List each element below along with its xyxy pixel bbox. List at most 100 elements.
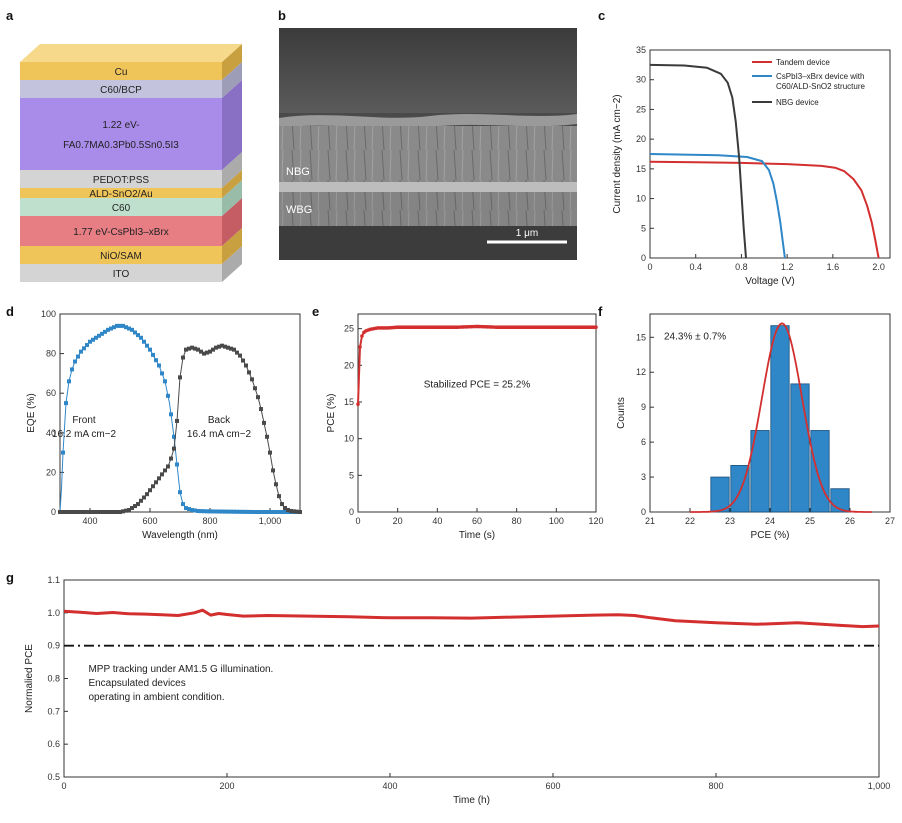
y-tick-label: 10 xyxy=(636,194,646,204)
y-tick-label: 30 xyxy=(636,75,646,85)
x-axis-label: Voltage (V) xyxy=(745,276,794,287)
y-tick-label: 1.0 xyxy=(47,608,60,618)
eqe-marker-back xyxy=(220,343,224,348)
y-tick-label: 0.9 xyxy=(47,641,60,651)
x-tick-label: 120 xyxy=(588,516,603,526)
histogram-bar xyxy=(710,476,730,513)
y-tick-label: 6 xyxy=(641,437,646,447)
eqe-marker-back xyxy=(283,506,287,511)
eqe-marker-front xyxy=(139,335,143,340)
y-tick-label: 25 xyxy=(636,104,646,114)
eqe-marker-front xyxy=(73,359,77,364)
x-tick-label: 25 xyxy=(805,516,815,526)
plot-frame xyxy=(59,313,301,513)
y-tick-label: 25 xyxy=(344,324,354,334)
eqe-marker-back xyxy=(121,509,125,514)
y-tick-label: 9 xyxy=(641,402,646,412)
eqe-marker-front xyxy=(277,510,281,514)
y-tick-label: 12 xyxy=(636,367,646,377)
y-axis-label: Counts xyxy=(616,397,627,429)
legend-label-wbg: CsPbI3–xBrx device with xyxy=(776,72,864,81)
eqe-marker-front xyxy=(166,393,170,398)
panel-label-b: b xyxy=(278,8,286,23)
eqe-marker-front xyxy=(268,510,272,514)
eqe-marker-front xyxy=(226,509,230,514)
eqe-marker-back xyxy=(205,350,209,355)
layer-side xyxy=(222,152,242,188)
eqe-marker-front xyxy=(118,323,122,328)
eqe-marker-back xyxy=(124,508,128,513)
y-axis-label: Normalied PCE xyxy=(24,644,35,713)
eqe-marker-front xyxy=(130,327,134,332)
eqe-marker-back xyxy=(103,510,107,514)
x-tick-label: 26 xyxy=(845,516,855,526)
y-tick-label: 15 xyxy=(636,332,646,342)
eqe-marker-front xyxy=(247,509,251,514)
eqe-marker-front xyxy=(196,509,200,514)
y-tick-label: 0 xyxy=(51,507,56,517)
eqe-marker-back xyxy=(298,510,302,514)
eqe-marker-back xyxy=(85,510,89,514)
eqe-marker-back xyxy=(169,456,173,461)
layer-side xyxy=(222,62,242,98)
eqe-marker-back xyxy=(82,510,86,514)
stability-annotation: Encapsulated devices xyxy=(88,678,185,689)
x-axis-label: Time (h) xyxy=(453,795,490,806)
eqe-marker-back xyxy=(133,504,137,509)
panel-label-c: c xyxy=(598,8,605,23)
eqe-marker-back xyxy=(280,502,284,507)
eqe-marker-back xyxy=(235,350,239,355)
y-tick-label: 100 xyxy=(41,309,56,319)
eqe-marker-front xyxy=(241,509,245,514)
panel-label-d: d xyxy=(6,304,14,319)
eqe-marker-front xyxy=(262,510,266,514)
eqe-marker-back xyxy=(271,468,275,473)
x-tick-label: 0 xyxy=(355,516,360,526)
stability-annotation: operating in ambient condition. xyxy=(88,692,224,703)
panel-label-e: e xyxy=(312,304,319,319)
layer-side xyxy=(222,170,242,198)
pce-line xyxy=(357,325,596,405)
eqe-marker-front xyxy=(148,347,152,352)
y-tick-label: 40 xyxy=(46,428,56,438)
y-tick-label: 35 xyxy=(636,45,646,55)
eqe-marker-back xyxy=(64,510,68,514)
pce-annotation: Stabilized PCE = 25.2% xyxy=(424,379,531,390)
eqe-marker-back xyxy=(208,349,212,354)
eqe-marker-front xyxy=(229,509,233,514)
y-tick-label: 0.6 xyxy=(47,739,60,749)
layer-side xyxy=(222,198,242,246)
eqe-marker-front xyxy=(142,339,146,344)
sem-label-nbg: NBG xyxy=(286,166,310,178)
eqe-marker-back xyxy=(157,476,161,481)
eqe-marker-front xyxy=(175,462,179,467)
layer-side xyxy=(222,228,242,264)
eqe-marker-front xyxy=(145,343,149,348)
eqe-marker-front xyxy=(184,506,188,511)
x-tick-label: 2.0 xyxy=(872,262,885,272)
eqe-marker-back xyxy=(112,510,116,514)
eqe-marker-front xyxy=(265,510,269,514)
eqe-marker-front xyxy=(187,507,191,512)
jv-chart: 0 0.4 0.8 1.2 1.6 2.0 0 5 10 15 20 25 30 35 Voltage (V… xyxy=(612,45,891,287)
pce-marker xyxy=(360,334,364,338)
eqe-marker-back xyxy=(250,377,254,382)
eqe-marker-back xyxy=(292,509,296,514)
y-tick-label: 80 xyxy=(46,349,56,359)
x-tick-label: 400 xyxy=(382,781,397,791)
eqe-marker-back xyxy=(238,353,242,358)
eqe-marker-back xyxy=(217,344,221,349)
eqe-marker-back xyxy=(142,495,146,500)
y-tick-label: 20 xyxy=(46,467,56,477)
eqe-marker-back xyxy=(241,358,245,363)
eqe-marker-front xyxy=(67,379,71,384)
eqe-marker-back xyxy=(256,395,260,400)
eqe-marker-back xyxy=(232,347,236,352)
jv-curve-3 xyxy=(649,63,747,259)
eqe-marker-front xyxy=(211,509,215,514)
plot-frame xyxy=(649,313,891,513)
eqe-marker-front xyxy=(64,401,68,406)
eqe-marker-back xyxy=(91,510,95,514)
eqe-marker-front xyxy=(283,510,287,514)
eqe-marker-back xyxy=(76,510,80,514)
